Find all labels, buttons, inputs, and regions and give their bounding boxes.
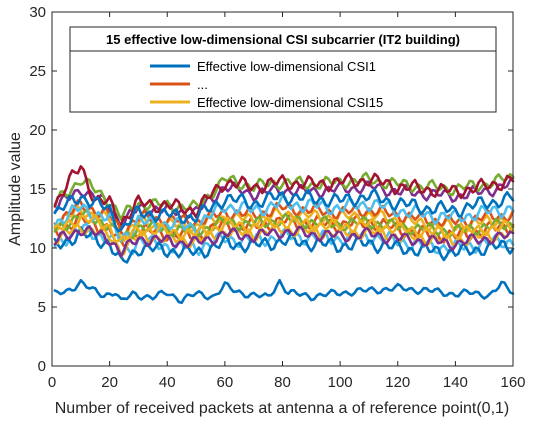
y-tick-label: 5 <box>38 299 46 316</box>
x-tick-label: 120 <box>385 374 410 391</box>
x-axis-label: Number of received packets at antenna a … <box>55 400 509 417</box>
series-line-7 <box>53 165 515 226</box>
series-line-14 <box>53 188 515 233</box>
legend-entry-label: Effective low-dimensional CSI15 <box>197 95 383 110</box>
y-axis: 0 5 10 15 20 25 30 <box>29 4 513 375</box>
y-tick-label: 30 <box>29 4 46 21</box>
series-line-15 <box>53 213 515 243</box>
legend: 15 effective low-dimensional CSI subcarr… <box>69 26 497 113</box>
series-line-11 <box>53 224 515 258</box>
x-tick-label: 20 <box>101 374 118 391</box>
series-layer <box>53 165 515 305</box>
y-tick-label: 10 <box>29 240 46 257</box>
y-tick-label: 25 <box>29 63 46 80</box>
legend-entries: Effective low-dimensional CSI1... Effecti… <box>150 59 383 110</box>
series-line-8 <box>53 226 515 264</box>
series-line-5 <box>53 171 515 221</box>
legend-box <box>69 26 497 113</box>
x-tick-label: 140 <box>443 374 468 391</box>
x-axis: 0 20 40 60 80 100 120 140 160 <box>48 12 526 391</box>
series-line-1 <box>53 278 515 305</box>
x-tick-label: 80 <box>274 374 291 391</box>
x-tick-label: 0 <box>48 374 56 391</box>
y-axis-label: Amplitude value <box>7 132 24 246</box>
legend-entry-label: ... <box>197 77 208 92</box>
x-tick-label: 60 <box>217 374 234 391</box>
y-tick-label: 15 <box>29 181 46 198</box>
legend-title: 15 effective low-dimensional CSI subcarr… <box>106 32 460 47</box>
legend-entry-label: Effective low-dimensional CSI1 <box>197 59 376 74</box>
y-tick-label: 20 <box>29 122 46 139</box>
y-tick-label: 0 <box>38 358 46 375</box>
x-tick-label: 160 <box>500 374 525 391</box>
x-tick-label: 100 <box>328 374 353 391</box>
x-tick-label: 40 <box>159 374 176 391</box>
